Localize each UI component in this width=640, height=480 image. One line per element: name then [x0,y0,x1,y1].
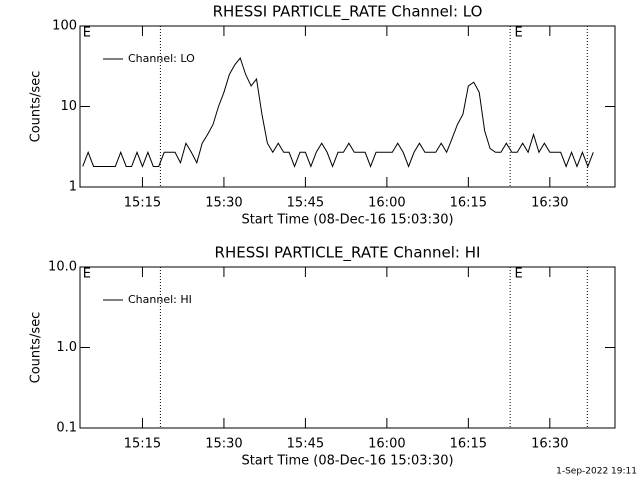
y-tick-label: 100 [52,19,77,34]
x-tick-label: 15:45 [287,437,324,452]
x-tick-label: 16:00 [368,196,405,211]
legend-label: Channel: HI [128,293,192,306]
y-tick-label: 1.0 [56,340,77,355]
x-tick-label: 16:15 [450,437,487,452]
chart-title: RHESSI PARTICLE_RATE Channel: HI [215,244,481,263]
y-tick-label: 1 [69,180,77,195]
annotation: E [83,267,91,282]
y-axis-label: Counts/sec [29,312,44,384]
x-tick-label: 16:30 [531,437,568,452]
x-axis-label: Start Time (08-Dec-16 15:03:30) [241,454,453,469]
y-tick-label: 10 [60,99,77,114]
legend-label: Channel: LO [128,52,195,65]
annotation: E [515,267,523,282]
y-tick-label: 0.1 [56,421,77,436]
chart-title: RHESSI PARTICLE_RATE Channel: LO [213,3,483,22]
footer: 1-Sep-2022 19:11 [556,467,637,477]
x-tick-label: 15:30 [205,437,242,452]
y-axis-label: Counts/sec [29,71,44,143]
y-tick-label: 10.0 [48,260,77,275]
x-axis-label: Start Time (08-Dec-16 15:03:30) [241,213,453,228]
annotation: E [83,26,91,41]
data-line [82,57,594,168]
x-tick-label: 16:30 [531,196,568,211]
x-tick-label: 15:30 [205,196,242,211]
x-tick-label: 16:15 [450,196,487,211]
x-tick-label: 15:15 [124,196,161,211]
x-tick-label: 16:00 [368,437,405,452]
x-tick-label: 15:45 [287,196,324,211]
x-tick-label: 15:15 [124,437,161,452]
annotation: E [515,26,523,41]
